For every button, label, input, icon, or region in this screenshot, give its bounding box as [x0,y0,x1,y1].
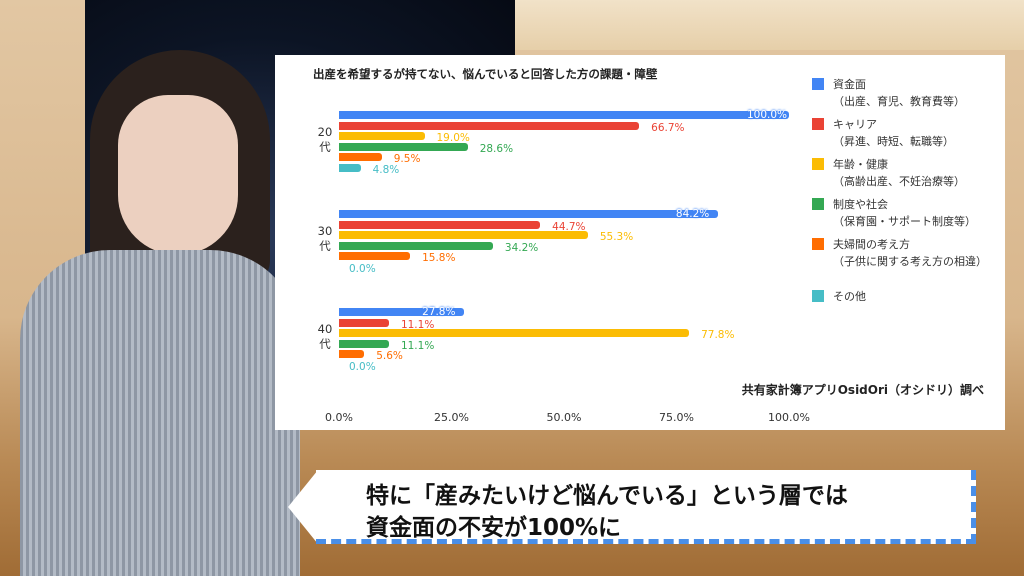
studio-ceiling [500,0,1024,50]
legend-swatch [812,290,824,302]
x-tick-label: 0.0% [325,411,353,424]
caption-line-2: 資金面の不安が100%に [366,515,622,541]
data-label: 0.0% [349,262,376,275]
bar-2-0 [339,132,425,140]
bar-2-1 [339,231,588,239]
caption-pointer [288,470,318,544]
legend-label: 制度や社会 （保育園・サポート制度等） [833,198,976,228]
data-label: 4.8% [372,163,400,176]
chart-source: 共有家計簿アプリOsidOri（オシドリ）調べ [741,383,984,397]
data-label: 66.7% [651,121,685,134]
caption-line-1: 特に「産みたいけど悩んでいる」という層では [366,483,848,509]
bar-2-2 [339,329,690,337]
x-tick-label: 75.0% [659,411,694,424]
x-tick-label: 100.0% [768,411,810,424]
data-label: 0.0% [349,360,376,373]
bar-4-2 [339,350,365,358]
x-tick-label: 25.0% [434,411,469,424]
category-label: 40 代 [317,322,333,351]
legend-label: 年齢・健康 （高齢出産、不妊治療等） [833,158,965,188]
bar-1-0 [339,121,640,130]
legend-label: その他 [833,290,866,303]
category-label: 30 代 [317,224,333,253]
legend-swatch [812,238,824,250]
presenter-face [118,95,238,255]
data-label: 77.8% [701,329,735,341]
data-label: 11.1% [400,339,435,352]
bar-1-2 [339,318,389,327]
bar-3-1 [339,241,493,250]
bar-4-0 [339,153,382,161]
bar-0-2 [339,308,465,316]
bar-0-0 [339,111,789,119]
bar-0-1 [339,210,718,218]
data-label: 100.0% [747,109,788,121]
data-label: 15.8% [422,252,456,264]
bar-3-2 [339,339,389,348]
data-label: 27.8% [422,306,456,318]
bar-5-0 [339,163,361,172]
legend-swatch [812,118,824,130]
bar-1-1 [339,220,541,229]
chart-title: 出産を希望するが持てない、悩んでいると回答した方の課題・障壁 [313,67,658,81]
bar-4-1 [339,252,411,260]
legend-label: キャリア （昇進、時短、転職等） [833,118,954,148]
data-label: 9.5% [393,153,421,165]
data-label: 11.1% [400,318,435,331]
bar-3-0 [339,142,468,151]
data-label: 84.2% [675,208,710,220]
data-label: 28.6% [479,142,514,155]
data-label: 55.3% [599,231,634,243]
legend-swatch [812,158,824,170]
caption-box: 特に「産みたいけど悩んでいる」という層では 資金面の不安が100%に [316,470,976,544]
legend-swatch [812,198,824,210]
legend-swatch [812,78,824,90]
category-label: 20 代 [317,125,333,154]
data-label: 5.6% [376,350,403,362]
legend-label: 夫婦間の考え方 （子供に関する考え方の相違） [833,238,987,268]
data-label: 44.7% [552,220,586,233]
data-label: 19.0% [436,132,470,144]
data-label: 34.2% [504,241,539,254]
legend-label: 資金面 （出産、育児、教育費等） [833,78,965,108]
x-tick-label: 50.0% [546,411,582,424]
presenter-body [20,250,300,576]
